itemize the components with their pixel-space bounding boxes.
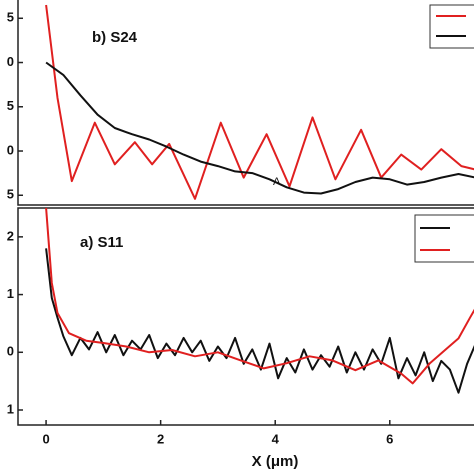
series-line	[45, 207, 474, 385]
series-line	[45, 248, 474, 394]
y-tick-label: 5	[7, 187, 14, 202]
x-axis-label: X (μm)	[252, 453, 299, 470]
x-tick-label: 6	[386, 431, 393, 446]
y-tick-label: 1	[7, 401, 14, 416]
y-tick-label: 1	[7, 286, 14, 301]
y-tick-label: 0	[7, 344, 14, 359]
y-tick-label: 2	[7, 228, 14, 243]
y-tick-label: 0	[7, 142, 14, 157]
series-line	[45, 61, 474, 195]
x-tick-label: 4	[272, 431, 280, 446]
bottom-panel-frame	[17, 207, 474, 426]
panel-label: a) S11	[80, 234, 123, 251]
series-line	[45, 4, 474, 200]
y-tick-label: 5	[7, 98, 14, 113]
panel-label: b) S24	[92, 29, 138, 46]
x-tick-label: 2	[157, 431, 164, 446]
top-panel-frame	[17, 0, 474, 206]
y-tick-label: 5	[7, 10, 14, 25]
y-tick-label: 0	[7, 54, 14, 69]
bottom-legend	[414, 214, 474, 263]
top-legend	[429, 4, 474, 49]
x-tick-label: 0	[42, 431, 49, 446]
